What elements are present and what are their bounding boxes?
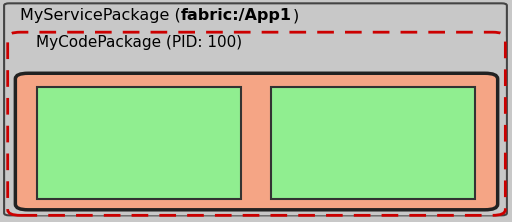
FancyBboxPatch shape [4,3,507,215]
FancyBboxPatch shape [15,73,498,210]
FancyBboxPatch shape [271,87,475,199]
Text: fabric:/App1/ServiceA: fabric:/App1/ServiceA [56,118,222,133]
Text: fabric:/App1: fabric:/App1 [181,8,292,23]
Text: (P2): (P2) [358,152,389,167]
FancyBboxPatch shape [37,87,241,199]
FancyBboxPatch shape [8,32,505,215]
Text: MyCodePackage (PID: 100): MyCodePackage (PID: 100) [36,35,242,50]
Text: ): ) [292,8,298,23]
Text: MyServicePackage (: MyServicePackage ( [20,8,181,23]
Text: fabric:/App1/ServiceA: fabric:/App1/ServiceA [290,118,456,133]
Text: (P1): (P1) [123,152,154,167]
